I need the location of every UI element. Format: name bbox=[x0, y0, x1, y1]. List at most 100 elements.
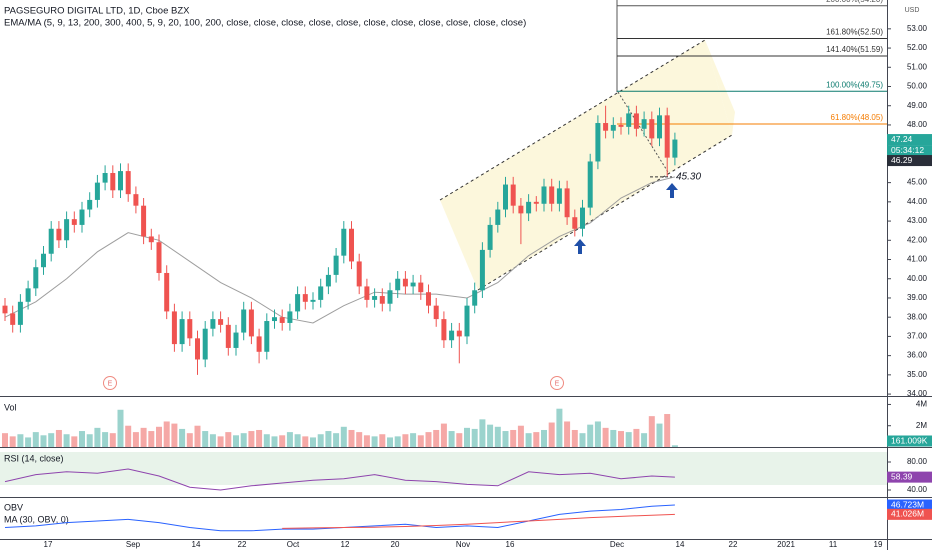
candle-body bbox=[395, 278, 401, 291]
candle-body bbox=[418, 282, 424, 293]
y-tick-label: 40.00 bbox=[907, 485, 928, 494]
volume-bar bbox=[302, 436, 309, 447]
volume-bar bbox=[425, 432, 432, 447]
y-tick-label: 43.00 bbox=[907, 216, 928, 225]
y-tick-label: 49.00 bbox=[907, 101, 928, 110]
price-tag-label: 58.39 bbox=[891, 471, 913, 481]
annotation-label: 45.30 bbox=[676, 171, 701, 182]
candle-body bbox=[426, 292, 431, 306]
candle-body bbox=[56, 228, 62, 241]
candle-body bbox=[464, 305, 470, 337]
x-tick-label: Dec bbox=[610, 540, 624, 549]
y-tick-label: 40.00 bbox=[907, 274, 928, 283]
candle-body bbox=[179, 319, 185, 345]
price-tag bbox=[887, 435, 932, 447]
event-label: E bbox=[555, 380, 560, 387]
x-tick-label: 17 bbox=[44, 540, 53, 549]
price-tag bbox=[887, 471, 932, 483]
price-tag bbox=[887, 145, 932, 157]
volume-bar bbox=[317, 434, 324, 447]
y-tick-label: 38.00 bbox=[907, 312, 928, 321]
candle-body bbox=[472, 290, 478, 306]
volume-bar bbox=[641, 433, 648, 447]
channel-fill bbox=[705, 40, 735, 135]
x-tick-label: 22 bbox=[729, 540, 738, 549]
volume-bar bbox=[225, 432, 232, 447]
x-tick-label: 11 bbox=[829, 540, 838, 549]
x-tick-label: 19 bbox=[874, 540, 883, 549]
volume-bar bbox=[240, 433, 247, 447]
price-tag bbox=[887, 499, 932, 511]
candle-body bbox=[356, 261, 362, 287]
candle-body bbox=[564, 188, 570, 218]
volume-bar bbox=[502, 431, 509, 447]
candle-body bbox=[549, 186, 555, 204]
x-tick-label: 22 bbox=[238, 540, 247, 549]
volume-bar bbox=[471, 428, 478, 447]
arrow bbox=[666, 183, 678, 198]
volume-bar bbox=[217, 436, 224, 447]
volume-bar bbox=[541, 429, 547, 447]
y-tick-label: 53.00 bbox=[907, 24, 928, 33]
candle-body bbox=[25, 288, 31, 302]
volume-bar bbox=[209, 434, 216, 447]
volume-bar bbox=[9, 436, 16, 447]
volume-bar bbox=[464, 427, 470, 447]
candle-body bbox=[10, 313, 16, 325]
price-tag-label: 46.723M bbox=[891, 499, 924, 509]
candle-body bbox=[41, 253, 46, 268]
x-tick-label: Oct bbox=[287, 540, 300, 549]
volume-bar bbox=[594, 421, 601, 447]
candle-body bbox=[318, 286, 324, 300]
volume-bar bbox=[125, 425, 132, 447]
y-tick-label: 42.00 bbox=[907, 235, 928, 244]
volume-bar bbox=[171, 423, 178, 447]
volume-bar bbox=[618, 431, 624, 447]
y-tick-label: 2M bbox=[916, 421, 927, 430]
volume-bar bbox=[140, 427, 147, 447]
price-tag-label: 05:34:12 bbox=[891, 145, 924, 155]
x-tick-label: 2021 bbox=[777, 540, 795, 549]
channel-lower bbox=[477, 134, 733, 291]
candle-body bbox=[649, 119, 655, 139]
fib-label: 100.00%(49.75) bbox=[826, 80, 883, 89]
candle-body bbox=[225, 324, 231, 348]
y-tick-label: 35.00 bbox=[907, 370, 928, 379]
volume-bar bbox=[333, 433, 340, 447]
candle-body bbox=[202, 328, 208, 360]
y-tick-label: 37.00 bbox=[907, 332, 928, 341]
price-tag-label: 41.026M bbox=[891, 509, 924, 519]
candle-body bbox=[510, 184, 516, 206]
volume-bar bbox=[610, 429, 617, 447]
rsi-line bbox=[4, 468, 675, 491]
price-tag-label: 161.009K bbox=[891, 435, 928, 445]
volume-bar bbox=[433, 429, 440, 447]
volume-bar bbox=[194, 425, 201, 447]
chart-title: PAGSEGURO DIGITAL LTD, 1D, Cboe BZX bbox=[4, 6, 190, 17]
candle-body bbox=[64, 219, 70, 241]
fib-label: 141.40%(51.59) bbox=[826, 45, 883, 54]
candle-body bbox=[241, 309, 247, 333]
candle-body bbox=[133, 194, 139, 206]
candle-body bbox=[487, 224, 493, 250]
candle-body bbox=[187, 319, 193, 339]
candle-body bbox=[333, 255, 339, 275]
volume-bar bbox=[102, 432, 109, 447]
volume-bar bbox=[440, 423, 447, 447]
volume-bar bbox=[32, 432, 39, 447]
candle-body bbox=[87, 199, 93, 210]
candle-body bbox=[580, 207, 585, 229]
y-tick-label: 50.00 bbox=[907, 82, 928, 91]
candle-body bbox=[664, 115, 670, 158]
volume-bar bbox=[510, 429, 517, 447]
rsi-band bbox=[0, 452, 887, 485]
arrow bbox=[574, 239, 586, 254]
candle-body bbox=[672, 139, 678, 158]
indicator-legend: EMA/MA (5, 9, 13, 200, 300, 400, 5, 9, 2… bbox=[4, 18, 526, 29]
price-tag bbox=[887, 155, 932, 167]
volume-bar bbox=[279, 435, 286, 447]
candle-body bbox=[256, 336, 262, 352]
candle-body bbox=[218, 319, 224, 325]
volume-bar bbox=[109, 433, 116, 447]
volume-bar bbox=[556, 408, 563, 447]
